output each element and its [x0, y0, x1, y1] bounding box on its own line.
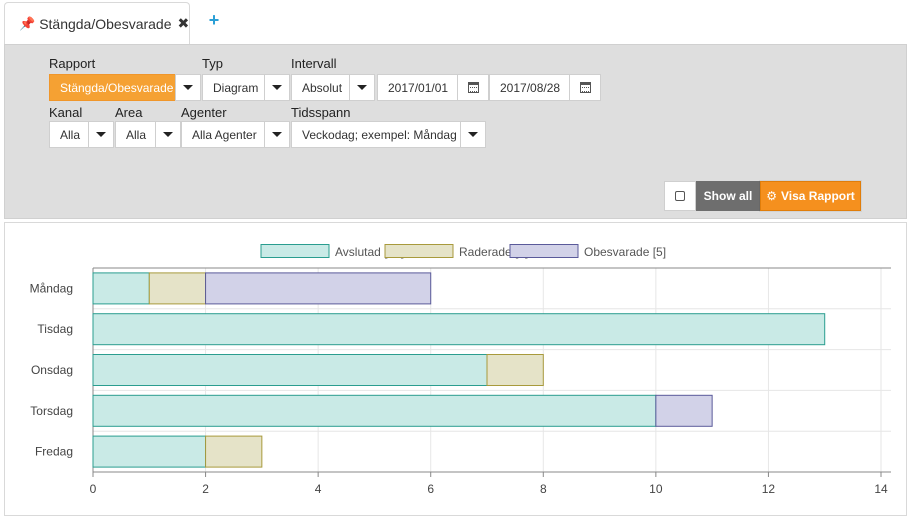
chevron-down-icon — [183, 85, 193, 90]
agenter-select[interactable]: Alla Agenter — [181, 121, 265, 148]
calendar-icon — [467, 82, 479, 93]
kanal-dropdown-button[interactable] — [88, 121, 114, 148]
bar-segment — [92, 313, 826, 346]
chevron-down-icon — [96, 132, 106, 137]
legend-swatch — [260, 244, 330, 258]
date-to-calendar-button[interactable] — [569, 74, 601, 101]
add-tab-button[interactable]: + — [208, 10, 220, 30]
x-tick-label: 14 — [874, 482, 888, 496]
area-select[interactable]: Alla — [115, 121, 156, 148]
date-from-calendar-button[interactable] — [457, 74, 489, 101]
x-tick-label: 4 — [315, 482, 322, 496]
bar-segment — [92, 272, 150, 305]
agenter-label: Agenter — [181, 105, 227, 120]
category-label: Måndag — [30, 281, 73, 295]
x-tick-label: 10 — [649, 482, 663, 496]
chevron-down-icon — [357, 85, 367, 90]
date-from-input[interactable]: 2017/01/01 — [377, 74, 458, 101]
category-label: Fredag — [35, 445, 73, 459]
chevron-down-icon — [468, 132, 478, 137]
chevron-down-icon — [272, 132, 282, 137]
category-label: Tisdag — [37, 322, 73, 336]
date-to-input[interactable]: 2017/08/28 — [489, 74, 570, 101]
legend-swatch — [384, 244, 454, 258]
tidsspann-select[interactable]: Veckodag; exempel: Måndag — [291, 121, 461, 148]
intervall-select[interactable]: Absolut — [291, 74, 350, 101]
visa-rapport-button[interactable]: ⚙ Visa Rapport — [760, 181, 861, 211]
visa-rapport-label: Visa Rapport — [780, 189, 855, 203]
x-tick-label: 6 — [427, 482, 434, 496]
calendar-icon — [579, 82, 591, 93]
bar-segment — [486, 354, 544, 386]
x-tick-label: 12 — [762, 482, 776, 496]
gear-icon: ⚙ — [766, 189, 777, 203]
legend-label: Obesvarade [5] — [584, 245, 666, 259]
x-tick-label: 8 — [540, 482, 547, 496]
rapport-label: Rapport — [49, 56, 96, 71]
tab-stangda-obesvarade[interactable]: 📌 Stängda/Obesvarade ✖ — [4, 2, 190, 44]
x-tick-label: 2 — [202, 482, 209, 496]
category-label: Torsdag — [30, 404, 73, 418]
area-label: Area — [115, 105, 143, 120]
bar-segment — [92, 394, 657, 427]
area-dropdown-button[interactable] — [155, 121, 181, 148]
agenter-dropdown-button[interactable] — [264, 121, 290, 148]
tidsspann-label: Tidsspann — [291, 105, 351, 120]
show-all-checkbox[interactable] — [675, 191, 685, 201]
bar-segment — [148, 272, 207, 305]
show-all-button[interactable]: Show all — [696, 181, 760, 211]
typ-select[interactable]: Diagram — [202, 74, 265, 101]
bar-segment — [205, 435, 263, 468]
tab-bar: 📌 Stängda/Obesvarade ✖ + — [0, 0, 911, 44]
typ-label: Typ — [202, 56, 223, 71]
chevron-down-icon — [163, 132, 173, 137]
legend-swatch — [509, 244, 579, 258]
bar-segment — [92, 354, 488, 386]
close-icon[interactable]: ✖ — [177, 15, 190, 31]
intervall-label: Intervall — [291, 56, 337, 71]
bar-segment — [655, 394, 713, 427]
tab-label: Stängda/Obesvarade — [39, 15, 172, 32]
intervall-dropdown-button[interactable] — [349, 74, 375, 101]
show-all-checkbox-wrapper[interactable] — [664, 181, 696, 211]
chevron-down-icon — [272, 85, 282, 90]
category-label: Onsdag — [31, 363, 73, 377]
typ-dropdown-button[interactable] — [264, 74, 290, 101]
bar-segment — [92, 435, 207, 468]
bar-segment — [205, 272, 432, 305]
kanal-label: Kanal — [49, 105, 83, 120]
pin-icon: 📌 — [19, 15, 36, 31]
rapport-dropdown-button[interactable] — [175, 74, 201, 101]
x-tick-label: 0 — [90, 482, 97, 496]
tidsspann-dropdown-button[interactable] — [460, 121, 486, 148]
